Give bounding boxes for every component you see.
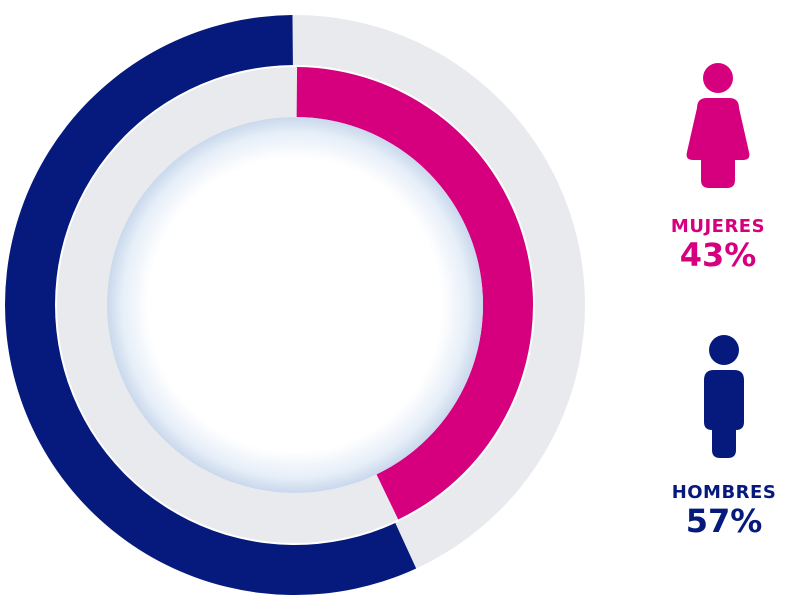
legend-item-mujeres: MUJERES 43%	[648, 60, 785, 272]
donut-center	[107, 117, 483, 493]
ring-segment-mujeres	[296, 67, 534, 520]
female-person-icon	[686, 63, 750, 188]
legend-value-mujeres: 43%	[679, 236, 757, 274]
legend-item-hombres: HOMBRES 57%	[654, 330, 785, 538]
ring-segment-hombres	[4, 15, 417, 595]
legend-value-hombres: 57%	[685, 502, 763, 540]
donut-chart	[4, 15, 585, 595]
male-person-icon	[704, 335, 744, 458]
legend-label-mujeres: MUJERES	[670, 216, 766, 237]
legend-label-hombres: HOMBRES	[671, 482, 777, 503]
